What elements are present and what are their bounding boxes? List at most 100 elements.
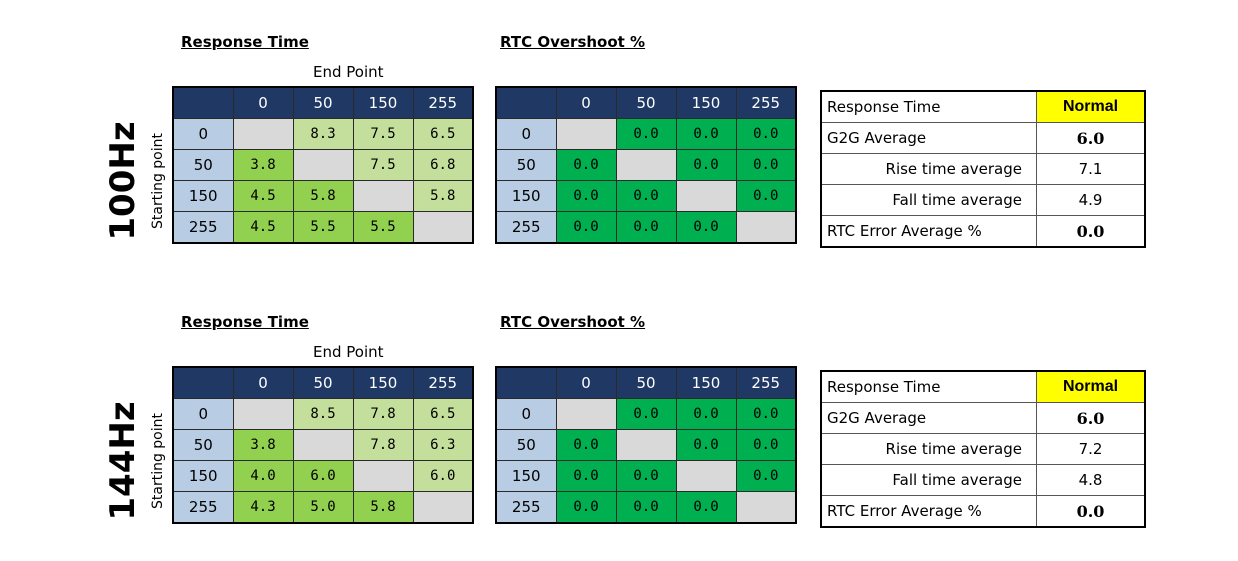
fall-value: 4.8 [1036, 464, 1146, 496]
value-cell: 7.8 [352, 398, 414, 430]
end-point-header: 150 [352, 366, 414, 399]
refresh-rate-text: 144Hz [103, 401, 143, 521]
value-cell: 8.3 [292, 118, 354, 150]
table-row: 0 8.5 7.8 6.5 [172, 398, 474, 430]
starting-point-header: 50 [172, 429, 234, 461]
grid-corner-cell [495, 86, 557, 119]
value-cell: 0.0 [675, 211, 737, 244]
summary-row: RTC Error Average % 0.0 [820, 215, 1146, 248]
end-point-header: 255 [735, 86, 797, 119]
grid-corner-cell [495, 366, 557, 399]
end-point-label: End Point [313, 63, 384, 81]
starting-point-header: 255 [172, 491, 234, 524]
starting-point-header: 0 [495, 118, 557, 150]
overshoot-grid: 0 50 150 255 0 0.0 0.0 0.0 50 0.0 0.0 0.0 150 0.0 0.0 0… [495, 366, 797, 524]
empty-cell [352, 180, 414, 212]
value-cell: 0.0 [615, 491, 677, 524]
value-cell: 0.0 [675, 429, 737, 461]
fall-value: 4.9 [1036, 184, 1146, 216]
response-time-title: Response Time [181, 313, 309, 331]
empty-cell [555, 398, 617, 430]
end-point-header: 150 [675, 86, 737, 119]
empty-cell [615, 149, 677, 181]
value-cell: 3.8 [232, 149, 294, 181]
value-cell: 0.0 [675, 149, 737, 181]
starting-point-header: 0 [495, 398, 557, 430]
empty-cell [412, 211, 474, 244]
fall-label: Fall time average [820, 184, 1037, 216]
empty-cell [735, 211, 797, 244]
table-row: 50 3.8 7.8 6.3 [172, 429, 474, 461]
value-cell: 5.8 [352, 491, 414, 524]
empty-cell [352, 460, 414, 492]
table-row: 150 0.0 0.0 0.0 [495, 180, 797, 212]
value-cell: 5.8 [412, 180, 474, 212]
value-cell: 0.0 [615, 398, 677, 430]
rtc-overshoot-title: RTC Overshoot % [500, 313, 646, 331]
end-point-header: 255 [412, 86, 474, 119]
summary-row: G2G Average 6.0 [820, 402, 1146, 434]
rise-label: Rise time average [820, 433, 1037, 465]
g2g-label: G2G Average [820, 402, 1037, 434]
fall-label: Fall time average [820, 464, 1037, 496]
g2g-label: G2G Average [820, 122, 1037, 154]
starting-point-header: 50 [495, 429, 557, 461]
value-cell: 3.8 [232, 429, 294, 461]
rtc-value: 0.0 [1036, 495, 1146, 528]
table-row: 150 4.0 6.0 6.0 [172, 460, 474, 492]
summary-row: G2G Average 6.0 [820, 122, 1146, 154]
end-point-header: 255 [412, 366, 474, 399]
value-cell: 6.0 [412, 460, 474, 492]
summary-header-label: Response Time [820, 370, 1037, 403]
end-point-header: 0 [555, 366, 617, 399]
value-cell: 0.0 [735, 180, 797, 212]
grid-header-row: 0 50 150 255 [172, 366, 474, 399]
value-cell: 0.0 [555, 180, 617, 212]
table-row: 150 4.5 5.8 5.8 [172, 180, 474, 212]
summary-row: Fall time average 4.8 [820, 464, 1146, 496]
value-cell: 0.0 [555, 149, 617, 181]
value-cell: 0.0 [735, 460, 797, 492]
rise-label: Rise time average [820, 153, 1037, 185]
rtc-label: RTC Error Average % [820, 215, 1037, 248]
table-row: 50 0.0 0.0 0.0 [495, 149, 797, 181]
starting-point-text: Starting point [150, 412, 166, 510]
grid-corner-cell [172, 366, 234, 399]
summary-row: Response Time Normal [820, 370, 1146, 403]
end-point-header: 50 [615, 366, 677, 399]
rtc-value: 0.0 [1036, 215, 1146, 248]
table-row: 255 0.0 0.0 0.0 [495, 211, 797, 244]
empty-cell [675, 460, 737, 492]
value-cell: 7.8 [352, 429, 414, 461]
starting-point-header: 50 [495, 149, 557, 181]
empty-cell [412, 491, 474, 524]
g2g-value: 6.0 [1036, 122, 1146, 154]
summary-header-label: Response Time [820, 90, 1037, 123]
summary-table: Response Time Normal G2G Average 6.0 Rise ti… [820, 90, 1146, 248]
starting-point-header: 50 [172, 149, 234, 181]
rtc-overshoot-title: RTC Overshoot % [500, 33, 646, 51]
empty-cell [615, 429, 677, 461]
value-cell: 0.0 [735, 149, 797, 181]
starting-point-header: 255 [495, 211, 557, 244]
table-row: 255 4.3 5.0 5.8 [172, 491, 474, 524]
value-cell: 7.5 [352, 118, 414, 150]
value-cell: 4.0 [232, 460, 294, 492]
mode-badge: Normal [1036, 370, 1146, 403]
response-grid: 0 50 150 255 0 8.3 7.5 6.5 50 3.8 7.5 6.8 150 4.5 5.8 5… [172, 86, 474, 244]
empty-cell [675, 180, 737, 212]
rise-value: 7.2 [1036, 433, 1146, 465]
value-cell: 0.0 [615, 180, 677, 212]
table-row: 0 0.0 0.0 0.0 [495, 398, 797, 430]
empty-cell [292, 149, 354, 181]
value-cell: 0.0 [555, 211, 617, 244]
value-cell: 5.5 [292, 211, 354, 244]
value-cell: 0.0 [615, 118, 677, 150]
empty-cell [735, 491, 797, 524]
table-row: 50 3.8 7.5 6.8 [172, 149, 474, 181]
starting-point-header: 255 [172, 211, 234, 244]
value-cell: 0.0 [615, 211, 677, 244]
value-cell: 0.0 [555, 491, 617, 524]
summary-table: Response Time Normal G2G Average 6.0 Rise ti… [820, 370, 1146, 528]
starting-point-header: 0 [172, 118, 234, 150]
